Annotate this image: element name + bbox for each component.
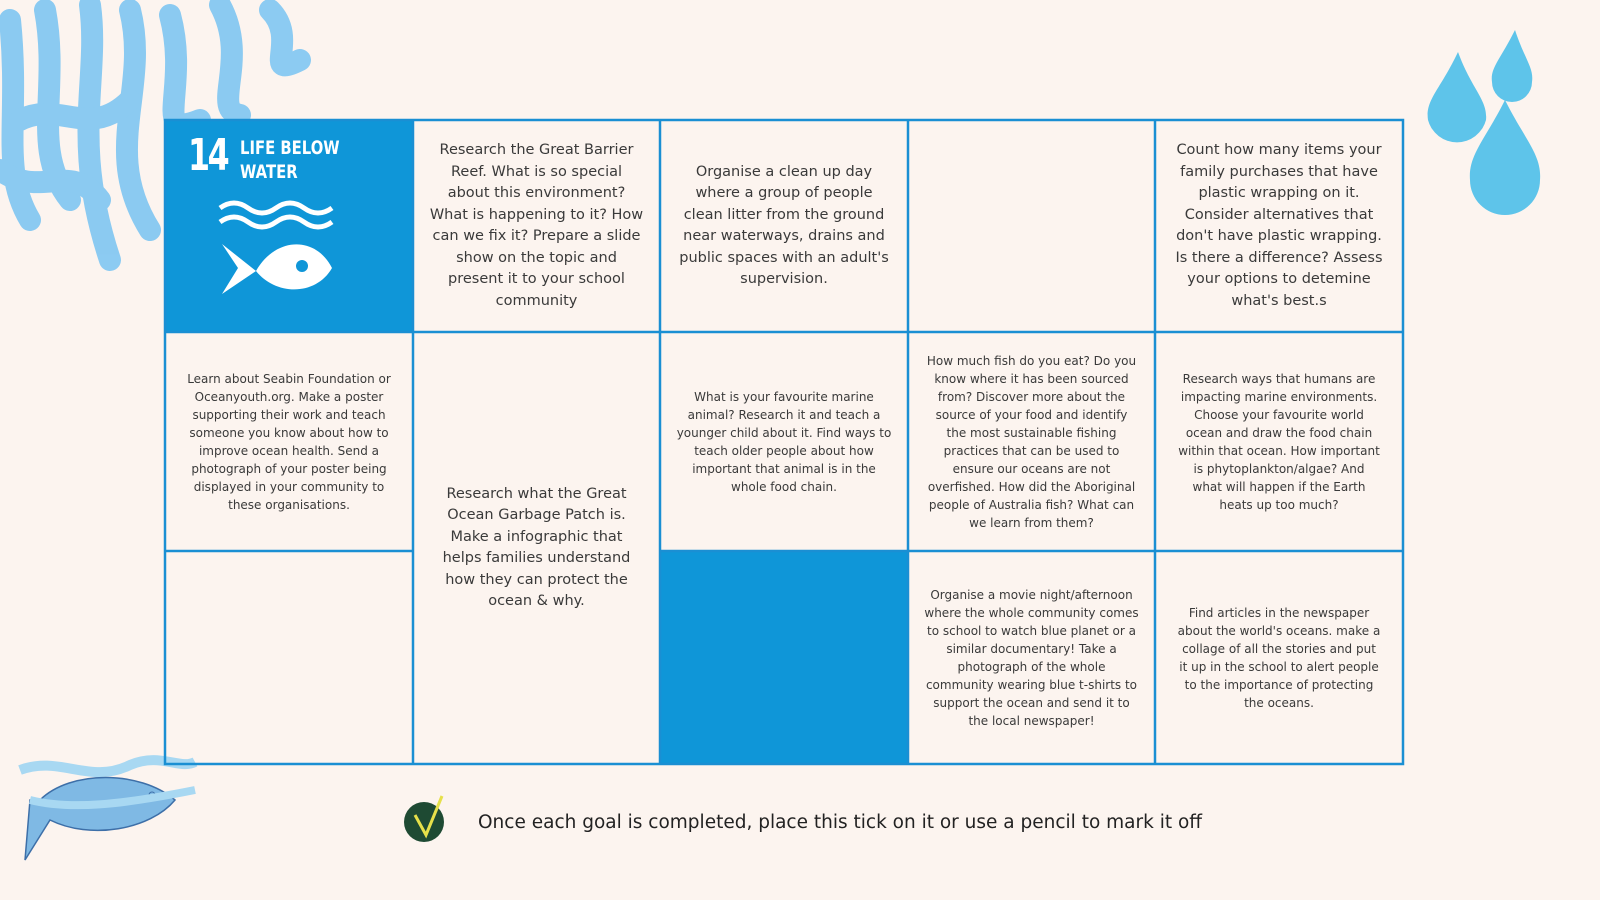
goal-cell: Learn about Seabin Foundation or Oceanyo… [187, 371, 391, 512]
fish-icon [218, 200, 334, 294]
goal-cell: Count how many items your family purchas… [1175, 142, 1383, 309]
footer-note: Once each goal is completed, place this … [478, 812, 1203, 833]
logo-title: LIFE BELOW WATER [240, 136, 340, 184]
goal-cell: How much fish do you eat? Do you know wh… [926, 353, 1137, 530]
droplets [1427, 30, 1541, 215]
filled-cell [660, 551, 908, 764]
goal-cell: Organise a movie night/afternoon where t… [924, 587, 1139, 728]
goal-cell: Research the Great Barrier Reef. What is… [429, 142, 644, 309]
scribble [0, 0, 311, 271]
goal-cell: What is your favourite marine animal? Re… [676, 389, 892, 494]
logo-title-line: WATER [240, 161, 298, 183]
tick-icon [404, 795, 444, 842]
goal-cell: Organise a clean up day where a group of… [679, 163, 889, 288]
fish [18, 755, 198, 861]
logo-number: 14 [188, 130, 230, 181]
goal-cell: Research ways that humans are impacting … [1178, 371, 1380, 512]
logo-title-line: LIFE BELOW [240, 137, 340, 159]
goal-cell: Research what the Great Ocean Garbage Pa… [442, 485, 631, 610]
goal-cell: Find articles in the newspaper about the… [1177, 605, 1381, 710]
